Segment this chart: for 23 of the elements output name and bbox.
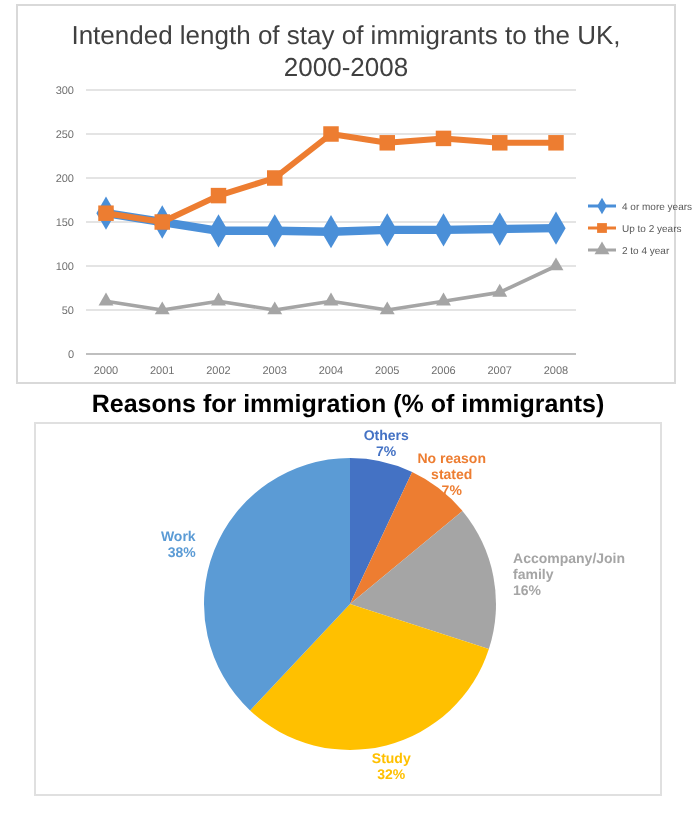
point: [492, 283, 508, 297]
point: [436, 292, 451, 306]
pie-slice: [350, 458, 413, 604]
chart-title: Intended length of stay of immigrants to the UK, 2000-2008: [71, 20, 621, 82]
pie-slice: [204, 458, 350, 711]
pie-slice: [250, 604, 489, 750]
chart-title: Reasons for immigration (% of immigrants): [91, 390, 605, 418]
point: [154, 301, 170, 315]
point: [323, 126, 339, 142]
point: [211, 292, 226, 306]
point: [267, 170, 283, 186]
point: [435, 130, 452, 147]
point: [267, 301, 283, 315]
point: [210, 187, 227, 204]
point: [492, 135, 508, 151]
point: [379, 135, 395, 151]
point: [154, 214, 170, 230]
point: [379, 301, 395, 315]
pie-slice: [350, 510, 496, 650]
point: [323, 292, 339, 306]
point: [548, 257, 564, 271]
point: [548, 135, 564, 151]
point: [98, 292, 114, 306]
